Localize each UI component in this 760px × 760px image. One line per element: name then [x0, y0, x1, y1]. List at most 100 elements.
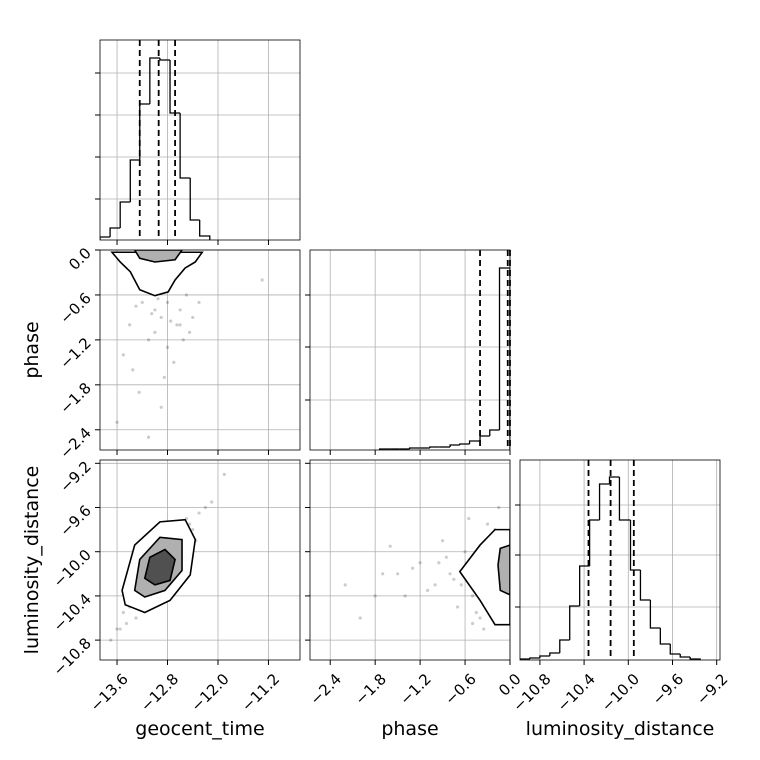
hist-step — [569, 605, 580, 640]
sample-point — [467, 516, 471, 521]
sample-point — [146, 338, 151, 342]
hist-step — [669, 644, 681, 655]
panel-frame — [519, 459, 721, 661]
sample-point — [210, 500, 214, 504]
sample-point — [222, 472, 226, 476]
sample-point — [118, 627, 122, 631]
sample-point — [437, 561, 441, 565]
sample-point — [482, 627, 486, 631]
x-tick-label: −11.2 — [238, 670, 283, 715]
sample-point — [134, 304, 138, 308]
x-tick-label: −9.6 — [649, 670, 687, 708]
sample-point — [440, 539, 445, 543]
hist-step — [100, 236, 111, 240]
y-tick-label: −1.8 — [56, 379, 94, 417]
sample-point — [418, 561, 422, 565]
y-tick-label: −10.0 — [50, 546, 95, 591]
panel-frame — [309, 249, 511, 451]
sample-point — [388, 544, 392, 548]
contour — [458, 528, 510, 626]
sample-point — [470, 594, 475, 598]
sample-point — [131, 368, 135, 372]
sample-point — [474, 610, 478, 615]
hist-step — [498, 267, 510, 450]
panel — [95, 39, 301, 245]
sample-point — [463, 550, 467, 554]
y-tick-label: −10.4 — [50, 590, 95, 635]
sample-point — [153, 308, 157, 312]
x-axis-label: phase — [381, 718, 438, 740]
sample-point — [426, 588, 430, 592]
contour — [497, 544, 510, 596]
sample-point — [159, 315, 163, 320]
sample-point — [124, 621, 129, 626]
x-tick-label: −10.4 — [554, 670, 599, 715]
hist-step — [189, 178, 200, 221]
panel-frame — [99, 39, 301, 241]
panel-frame — [99, 249, 301, 451]
y-axis-label: phase — [21, 321, 43, 378]
x-tick-label: −1.2 — [396, 670, 434, 708]
sample-point — [187, 330, 192, 334]
sample-point — [181, 338, 185, 342]
x-tick-label: −12.8 — [137, 670, 182, 715]
sample-point — [197, 511, 201, 515]
sample-point — [156, 297, 160, 301]
hist-step — [169, 60, 181, 114]
hist-step — [529, 657, 540, 659]
hist-step — [139, 103, 150, 160]
hist-step — [579, 565, 590, 606]
sample-point — [121, 610, 125, 615]
hist-step — [679, 654, 691, 658]
sample-point — [452, 577, 456, 581]
sample-point — [128, 323, 132, 327]
sample-point — [140, 300, 144, 305]
sample-point — [175, 323, 179, 327]
sample-point — [203, 505, 207, 510]
sample-point — [497, 505, 501, 510]
hist-step — [109, 227, 121, 237]
x-tick-label: −9.2 — [693, 670, 731, 708]
sample-point — [150, 312, 154, 316]
hist-step — [598, 483, 610, 520]
sample-point — [191, 528, 195, 532]
sample-point — [172, 360, 176, 364]
x-axis-label: geocent_time — [135, 718, 264, 740]
panel: −10.8−10.4−10.0 −9.6 −9.2luminosity_distan… — [509, 459, 731, 740]
hist-step — [539, 655, 550, 658]
sample-point — [146, 435, 151, 439]
hist-step — [159, 58, 171, 61]
hist-step — [149, 57, 160, 104]
panel: 0.0 −0.6 −1.2 −1.8 −2.4 phase — [21, 244, 301, 462]
sample-point — [197, 300, 201, 305]
x-tick-label: −1.8 — [351, 670, 389, 708]
hist-step — [459, 443, 470, 445]
hist-step — [129, 159, 140, 202]
sample-point — [260, 278, 264, 282]
hist-step — [629, 520, 641, 571]
panel: −13.6 −12.8 −12.0 −11.2 −9.2 −9.6 −10.0−10.4−1… — [21, 457, 301, 740]
sample-point — [162, 375, 166, 379]
panel — [305, 249, 511, 455]
sample-point — [153, 330, 157, 334]
hist-step — [689, 657, 701, 660]
x-tick-label: −10.0 — [598, 670, 643, 715]
sample-point — [396, 572, 400, 576]
panel-frame — [99, 459, 301, 661]
hist-step — [489, 429, 500, 436]
sample-point — [448, 572, 452, 576]
sample-point — [165, 345, 170, 349]
sample-point — [134, 616, 138, 620]
contour — [143, 548, 176, 586]
y-tick-label: −9.2 — [56, 457, 94, 495]
x-tick-label: −0.6 — [441, 670, 479, 708]
y-tick-label: −1.2 — [56, 334, 94, 372]
hist-step — [588, 519, 600, 566]
sample-point — [411, 566, 415, 570]
hist-step — [639, 570, 651, 601]
y-tick-label: −2.4 — [56, 424, 94, 462]
sample-point — [381, 572, 385, 576]
y-tick-label: −0.6 — [56, 289, 94, 327]
hist-step — [559, 639, 570, 653]
hist-step — [618, 477, 631, 521]
